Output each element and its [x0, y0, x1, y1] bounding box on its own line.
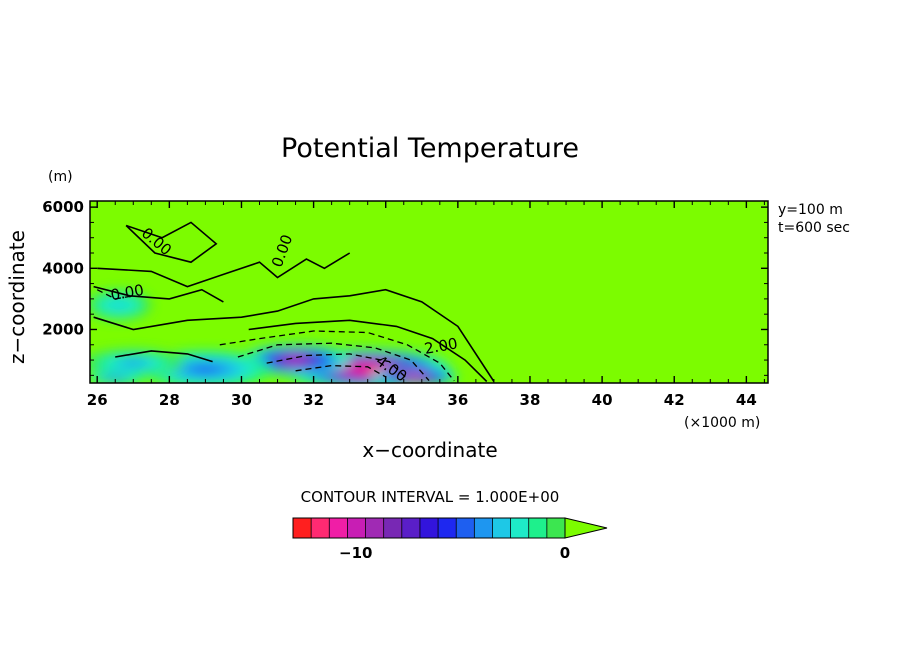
chart-title: Potential Temperature: [281, 133, 579, 164]
x-tick-label-32: 32: [303, 391, 324, 409]
y-axis: 2000 4000 6000: [42, 198, 768, 376]
x-tick-label-26: 26: [87, 391, 108, 409]
contour-label-3: 2.00: [423, 334, 459, 358]
colorbar-tick-label-1: 0: [560, 544, 570, 562]
colorbar-tick-label-0: −10: [339, 544, 372, 562]
colorbar-cell-6: [401, 518, 421, 538]
field-blob-5-4: [123, 360, 144, 366]
x-tick-label-38: 38: [520, 391, 541, 409]
x-tick-label-44: 44: [736, 391, 757, 409]
contour-line-5: [93, 288, 495, 382]
x-tick-label-34: 34: [375, 391, 396, 409]
field-blob-4-4: [112, 301, 126, 309]
colorbar-cell-11: [492, 518, 512, 538]
colorbar-cell-2: [329, 518, 348, 538]
contour-line-1: [219, 330, 455, 382]
colorbar-cell-14: [546, 518, 566, 538]
contour-lines: [93, 221, 495, 383]
contour-line-4: [295, 364, 387, 378]
contour-line-7: [97, 252, 351, 288]
x-axis-label: x−coordinate: [362, 438, 497, 462]
colorbar-cell-0: [293, 518, 312, 538]
field-blob-6-4: [109, 377, 122, 380]
contour-line-9: [93, 285, 224, 303]
contour-label-1: 0.00: [109, 281, 145, 305]
x-axis: 26 28 30 32 34 36 38 40 42 44: [87, 201, 765, 409]
y-tick-label-6000: 6000: [42, 198, 84, 216]
plot-area: 0.000.000.002.004.00: [89, 200, 769, 386]
colorbar-cell-13: [528, 518, 548, 538]
x-tick-label-42: 42: [664, 391, 685, 409]
x-tick-label-36: 36: [447, 391, 468, 409]
colorbar-extend-arrow: [564, 517, 608, 539]
colorbar-cell-7: [419, 518, 439, 538]
field-blob-3-4: [192, 365, 219, 373]
colorbar-cell-10: [474, 518, 493, 538]
y-tick-label-4000: 4000: [42, 259, 84, 277]
plot-frame: [89, 200, 769, 384]
field-blob-2-4: [405, 375, 424, 379]
x-tick-label-28: 28: [159, 391, 180, 409]
contour-line-10: [96, 289, 134, 300]
contour-line-8: [125, 221, 218, 264]
annotation-group: y=100 m t=600 sec: [778, 202, 850, 236]
contour-line-2: [237, 342, 430, 382]
x-tick-label-40: 40: [592, 391, 613, 409]
annotation-y: y=100 m: [778, 202, 843, 218]
field-blob-1-4: [284, 357, 307, 364]
colorbar-cell-1: [311, 518, 330, 538]
x-tick-label-30: 30: [231, 391, 252, 409]
color-field: [90, 289, 458, 383]
colorbar-cell-12: [510, 518, 530, 538]
contour-line-3: [266, 353, 408, 380]
y-tick-label-2000: 2000: [42, 320, 84, 338]
annotation-t: t=600 sec: [778, 220, 850, 236]
colorbar-cell-8: [438, 518, 457, 538]
colorbar-cell-9: [456, 518, 475, 538]
y-axis-unit: (m): [48, 169, 73, 185]
x-axis-unit: (×1000 m): [684, 415, 760, 431]
contour-line-6: [115, 350, 213, 363]
colorbar-cell-3: [347, 518, 367, 538]
colorbar-cell-5: [383, 518, 403, 538]
contour-line-0: [248, 319, 488, 383]
colorbar: −10 0: [292, 517, 608, 562]
colorbar-cell-4: [365, 518, 385, 538]
contour-interval-label: CONTOUR INTERVAL = 1.000E+00: [301, 488, 560, 506]
y-axis-label: z−coordinate: [5, 230, 29, 364]
